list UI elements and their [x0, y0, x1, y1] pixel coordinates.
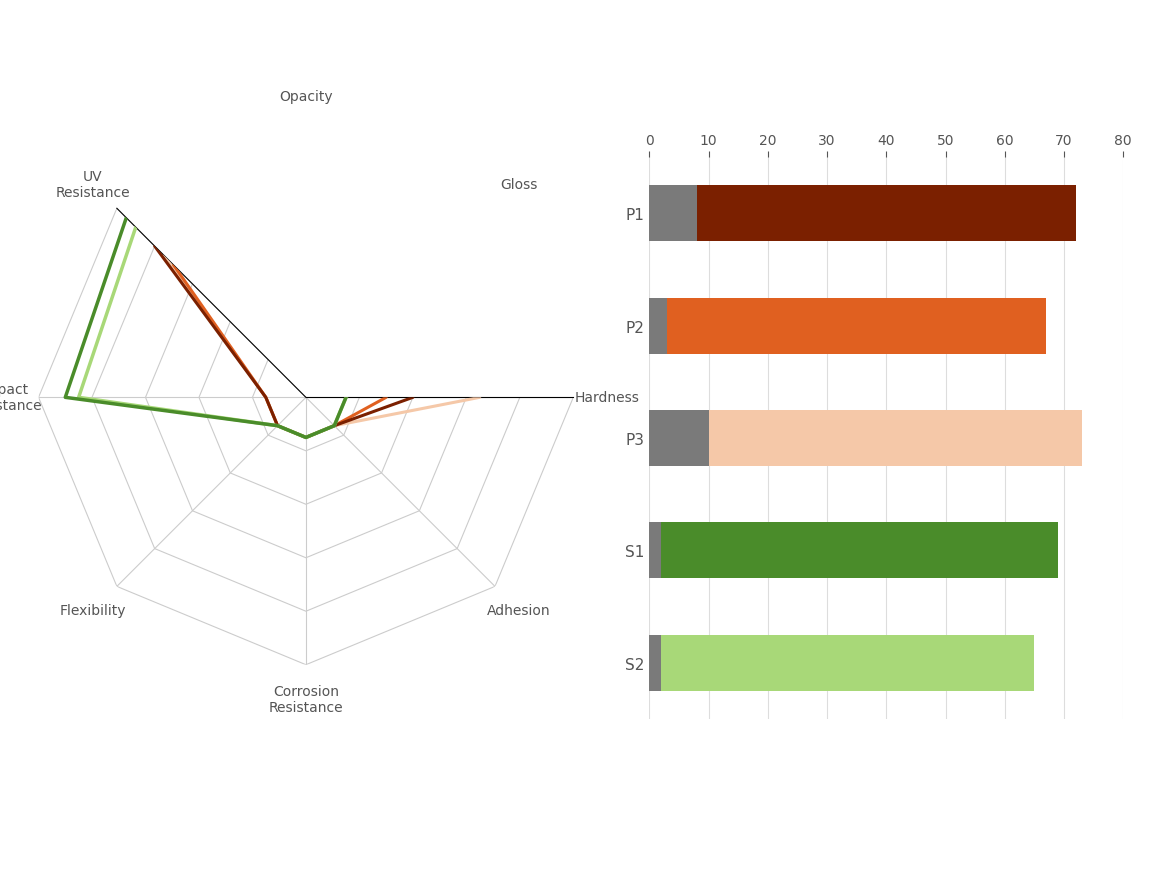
Bar	[661, 635, 1034, 691]
Bar	[649, 635, 661, 691]
Polygon shape	[253, 345, 359, 452]
Bar	[661, 523, 1058, 579]
Bar	[649, 523, 661, 579]
Bar	[649, 186, 697, 242]
Polygon shape	[39, 131, 573, 665]
Polygon shape	[92, 184, 519, 611]
Bar	[649, 410, 709, 467]
Bar	[649, 298, 667, 354]
Bar	[667, 298, 1046, 354]
Polygon shape	[199, 291, 413, 504]
Bar	[697, 186, 1076, 242]
Bar	[709, 410, 1082, 467]
Polygon shape	[145, 238, 467, 558]
